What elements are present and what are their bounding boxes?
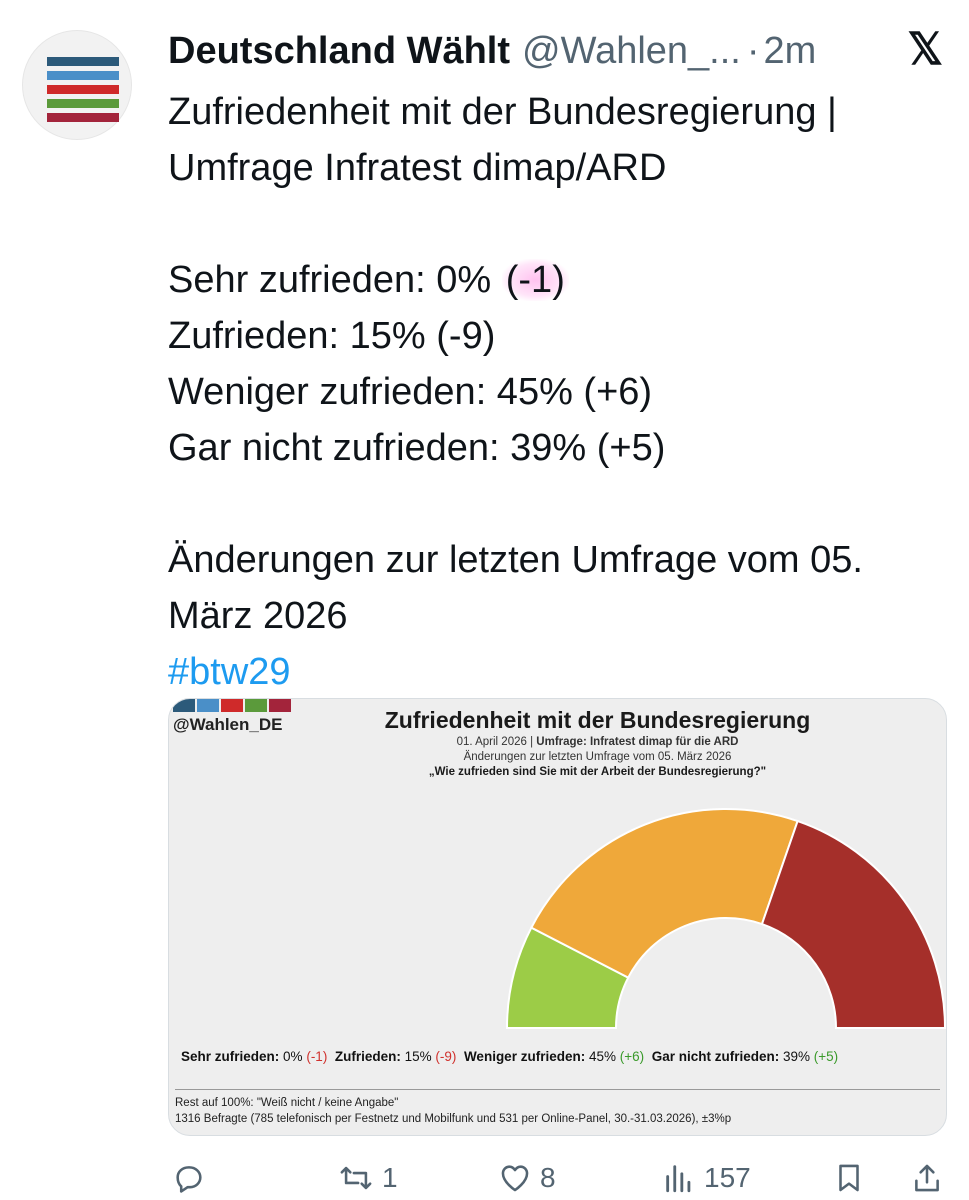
views-button[interactable]: 157 bbox=[662, 1158, 751, 1198]
result-line: Sehr zufrieden: 0% (-1) bbox=[168, 252, 958, 308]
result-line: Weniger zufrieden: 45% (+6) bbox=[168, 371, 653, 413]
reply-button[interactable] bbox=[172, 1158, 214, 1198]
tweet-line: März 2026 bbox=[168, 595, 348, 637]
avatar-stripe bbox=[47, 85, 119, 94]
tweet-header: Deutschland Wählt @Wahlen_... · 2m bbox=[168, 26, 949, 76]
bookmark-icon bbox=[839, 1164, 859, 1192]
card-survey: Umfrage: Infratest dimap für die ARD bbox=[536, 736, 739, 748]
card-footer: Rest auf 100%: "Weiß nicht / keine Angab… bbox=[175, 1095, 731, 1127]
tweet-line: Umfrage Infratest dimap/ARD bbox=[168, 147, 667, 189]
retweet-count: 1 bbox=[382, 1162, 398, 1193]
gauge-chart bbox=[505, 808, 946, 1029]
legend-item: Sehr zufrieden: 0% (-1) bbox=[181, 1049, 328, 1064]
author-name[interactable]: Deutschland Wählt bbox=[168, 29, 511, 72]
like-button[interactable]: 8 bbox=[498, 1158, 556, 1198]
bookmark-button[interactable] bbox=[832, 1158, 866, 1198]
legend-item: Zufrieden: 15% (-9) bbox=[334, 1049, 457, 1064]
result-line: Zufrieden: 15% (-9) bbox=[168, 315, 496, 357]
tweet-line: Zufriedenheit mit der Bundesregierung | bbox=[168, 91, 837, 133]
footer-rest: Rest auf 100%: "Weiß nicht / keine Angab… bbox=[175, 1097, 399, 1109]
tweet-line: Änderungen zur letzten Umfrage vom 05. bbox=[168, 539, 863, 581]
tweet-text: Zufriedenheit mit der Bundesregierung | … bbox=[168, 84, 958, 700]
like-icon bbox=[501, 1165, 529, 1192]
timestamp[interactable]: 2m bbox=[763, 29, 817, 72]
gauge-slice-weniger-zufrieden bbox=[529, 808, 799, 979]
chart-legend: Sehr zufrieden: 0% (-1) Zufrieden: 15% (… bbox=[181, 1049, 838, 1064]
highlighted-change: (-1) bbox=[501, 259, 569, 301]
footer-sample: 1316 Befragte (785 telefonisch per Festn… bbox=[175, 1113, 732, 1125]
share-icon bbox=[915, 1164, 939, 1192]
hashtag-link[interactable]: #btw29 bbox=[168, 651, 291, 693]
gauge-slice-gar-nicht-zufrieden bbox=[760, 819, 946, 1029]
x-logo-icon[interactable]: 𝕏 bbox=[907, 25, 943, 74]
tweet-actions: 1 8 157 bbox=[168, 1158, 953, 1198]
card-handle: @Wahlen_DE bbox=[173, 715, 283, 734]
avatar-stripe bbox=[47, 99, 119, 108]
card-subtitle: 01. April 2026 | Umfrage: Infratest dima… bbox=[169, 735, 946, 780]
avatar-stripe bbox=[47, 113, 119, 122]
image-card[interactable]: @Wahlen_DE Zufriedenheit mit der Bundesr… bbox=[168, 698, 947, 1136]
card-logo bbox=[173, 699, 293, 739]
like-count: 8 bbox=[540, 1162, 556, 1193]
card-divider bbox=[175, 1089, 940, 1090]
separator-dot: · bbox=[746, 29, 760, 72]
reply-icon bbox=[176, 1166, 202, 1193]
avatar-stripe bbox=[47, 57, 119, 66]
card-title: Zufriedenheit mit der Bundesregierung bbox=[384, 707, 811, 733]
avatar[interactable] bbox=[22, 30, 132, 140]
retweet-icon bbox=[340, 1166, 372, 1190]
card-question: „Wie zufrieden sind Sie mit der Arbeit d… bbox=[428, 766, 767, 778]
retweet-button[interactable]: 1 bbox=[338, 1158, 398, 1198]
legend-item: Gar nicht zufrieden: 39% (+5) bbox=[651, 1049, 839, 1064]
views-count: 157 bbox=[704, 1162, 751, 1193]
views-icon bbox=[666, 1165, 691, 1193]
author-handle[interactable]: @Wahlen_... bbox=[522, 29, 741, 72]
avatar-stripe bbox=[47, 71, 119, 80]
card-date: 01. April 2026 bbox=[456, 736, 527, 748]
result-line: Gar nicht zufrieden: 39% (+5) bbox=[168, 427, 666, 469]
share-button[interactable] bbox=[910, 1158, 944, 1198]
legend-item: Weniger zufrieden: 45% (+6) bbox=[463, 1049, 645, 1064]
card-changes-note: Änderungen zur letzten Umfrage vom 05. M… bbox=[463, 751, 732, 763]
